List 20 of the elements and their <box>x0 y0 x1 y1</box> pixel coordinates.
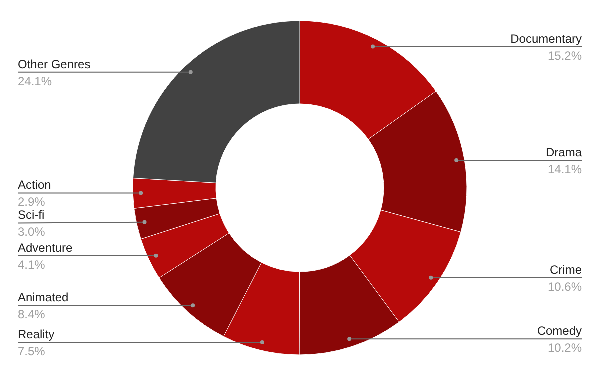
slice-label: Drama <box>546 145 582 160</box>
slice-label: Other Genres <box>18 57 91 72</box>
data-label: 15.2% <box>548 48 582 63</box>
slice-label: Sci-fi <box>18 208 45 222</box>
data-label: 10.2% <box>548 341 582 356</box>
data-label: 10.6% <box>548 280 582 294</box>
data-label: 2.9% <box>18 195 46 210</box>
data-label: 8.4% <box>18 308 46 322</box>
data-label: 3.0% <box>18 225 46 240</box>
slice-label: Adventure <box>18 240 74 255</box>
slice-label: Animated <box>18 290 69 305</box>
data-label: 7.5% <box>18 344 46 358</box>
data-label: 14.1% <box>548 162 582 176</box>
slice-label: Action <box>18 178 52 192</box>
slice-label: Documentary <box>510 32 582 46</box>
data-label: 4.1% <box>18 258 46 272</box>
slice-label: Reality <box>18 328 55 342</box>
slice-label: Comedy <box>537 324 582 338</box>
data-label: 24.1% <box>18 74 52 88</box>
slice-label: Crime <box>550 262 582 277</box>
